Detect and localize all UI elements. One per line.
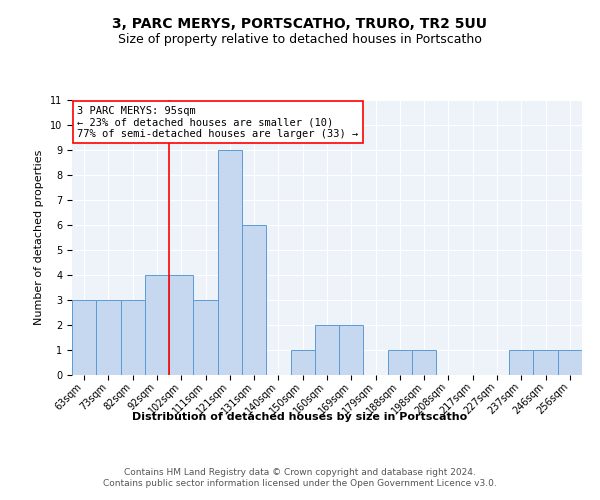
Text: 3 PARC MERYS: 95sqm
← 23% of detached houses are smaller (10)
77% of semi-detach: 3 PARC MERYS: 95sqm ← 23% of detached ho… (77, 106, 358, 138)
Text: 3, PARC MERYS, PORTSCATHO, TRURO, TR2 5UU: 3, PARC MERYS, PORTSCATHO, TRURO, TR2 5U… (113, 18, 487, 32)
Bar (412, 350, 436, 375)
Bar (145, 275, 169, 375)
Text: Contains HM Land Registry data © Crown copyright and database right 2024.
Contai: Contains HM Land Registry data © Crown c… (103, 468, 497, 487)
Y-axis label: Number of detached properties: Number of detached properties (34, 150, 44, 325)
Bar (72, 300, 96, 375)
Bar (509, 350, 533, 375)
Bar (242, 225, 266, 375)
Bar (315, 325, 339, 375)
Text: Distribution of detached houses by size in Portscatho: Distribution of detached houses by size … (133, 412, 467, 422)
Bar (339, 325, 364, 375)
Text: Size of property relative to detached houses in Portscatho: Size of property relative to detached ho… (118, 32, 482, 46)
Bar (96, 300, 121, 375)
Bar (218, 150, 242, 375)
Bar (558, 350, 582, 375)
Bar (121, 300, 145, 375)
Bar (388, 350, 412, 375)
Bar (193, 300, 218, 375)
Bar (290, 350, 315, 375)
Bar (169, 275, 193, 375)
Bar (533, 350, 558, 375)
